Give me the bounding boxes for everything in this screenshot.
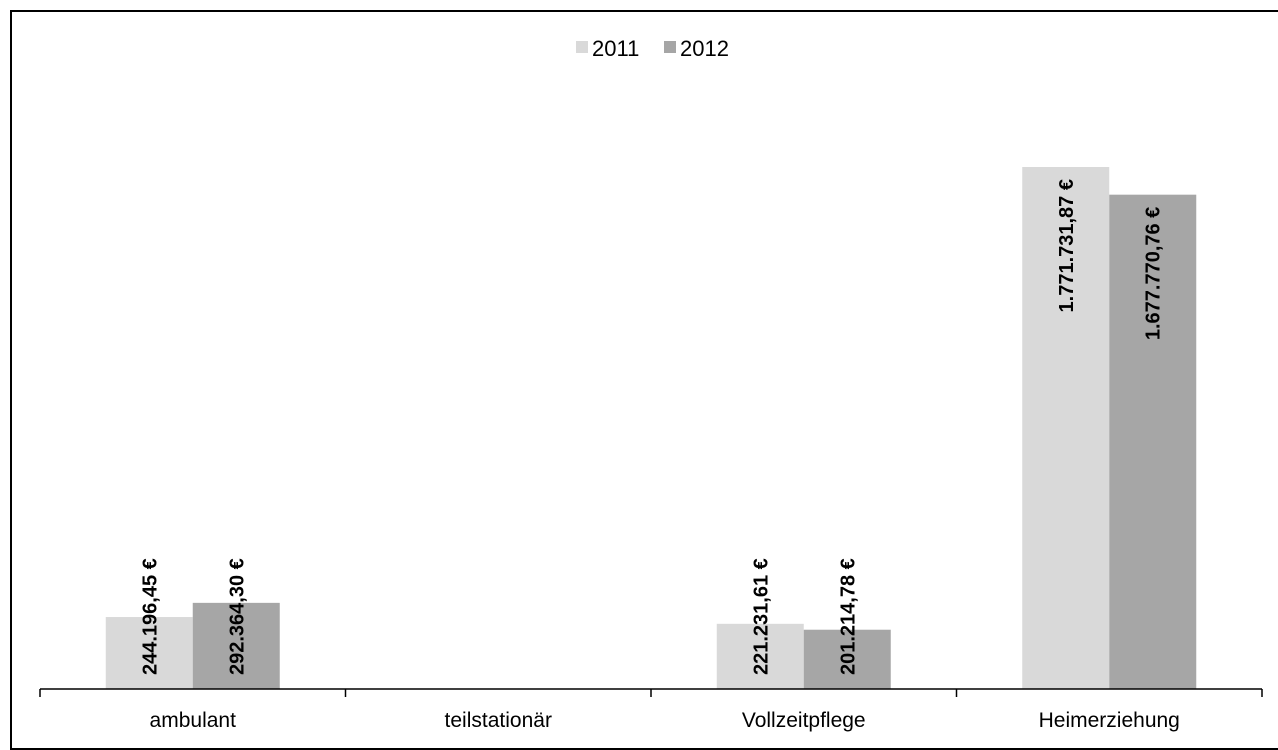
legend: 2011 2012 [576,36,729,61]
bars: 244.196,45 € 292.364,30 € 221.231,61 € 201.… [105,167,1197,689]
bar [1022,167,1110,689]
bar [803,629,891,689]
category-label: teilstationär [445,709,552,732]
category-label: ambulant [150,709,237,732]
legend-label: 2011 [592,36,639,61]
bar [192,602,280,689]
data-label: 221.231,61 € [750,558,772,675]
data-label: 1.771.731,87 € [1056,179,1078,312]
bar [1109,194,1197,689]
bar [105,617,193,689]
x-axis: ambulant teilstationär Vollzeitpflege Heime… [39,688,1263,732]
legend-swatch [576,41,588,53]
data-label: 201.214,78 € [837,558,859,675]
data-label: 244.196,45 € [139,558,161,675]
category-label: Heimerziehung [1039,709,1180,732]
category-label: Vollzeitpflege [742,709,866,732]
legend-swatch [664,41,676,53]
data-label: 292.364,30 € [226,558,248,675]
bar [716,623,804,689]
data-label: 1.677.770,76 € [1143,207,1165,340]
legend-label: 2012 [680,36,729,61]
